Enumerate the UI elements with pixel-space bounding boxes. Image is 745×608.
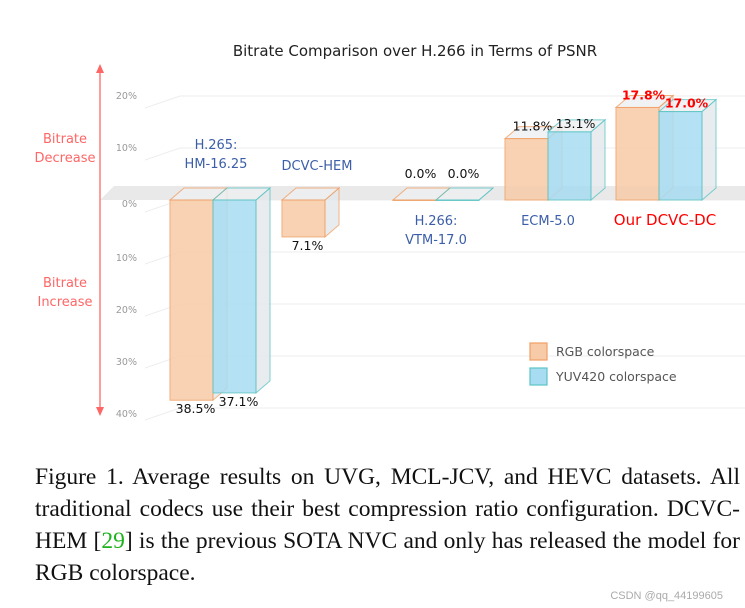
- bar-side: [590, 118, 606, 202]
- y-tick-label: 10%: [116, 253, 137, 264]
- bar: [392, 199, 437, 201]
- axis-label-increase: Increase: [37, 295, 92, 310]
- y-tick-label: 40%: [116, 409, 137, 420]
- citation-link[interactable]: 29: [101, 528, 125, 554]
- y-tick-label: 10%: [116, 143, 137, 154]
- legend-label: YUV420 colorspace: [555, 369, 677, 384]
- bitrate-chart: Bitrate Comparison over H.266 in Terms o…: [35, 42, 745, 421]
- arrow-down-icon: [96, 407, 104, 416]
- bar: [435, 199, 480, 201]
- y-tick-label: 20%: [116, 91, 137, 102]
- legend-swatch: [529, 367, 548, 386]
- bar: [504, 138, 549, 201]
- legend-swatch: [529, 342, 548, 361]
- data-label: 0.0%: [405, 166, 437, 181]
- bar: [615, 106, 660, 201]
- axis-label-decrease: Decrease: [35, 151, 96, 166]
- bar: [658, 111, 703, 201]
- grid-diagonal: [144, 147, 181, 161]
- category-label: Our DCVC-DC: [614, 211, 716, 229]
- data-label: 17.8%: [622, 87, 666, 102]
- category-label: DCVC-HEM: [282, 159, 353, 174]
- data-label: 7.1%: [292, 238, 324, 253]
- axis-label-decrease: Bitrate: [43, 132, 87, 147]
- watermark: CSDN @qq_44199605: [610, 590, 723, 602]
- grid-diagonal: [144, 95, 181, 109]
- data-label: 0.0%: [448, 166, 480, 181]
- legend-label: RGB colorspace: [556, 344, 655, 359]
- bar: [547, 131, 592, 201]
- data-label: 11.8%: [513, 119, 553, 134]
- category-label: H.266:: [415, 214, 458, 229]
- category-label: HM-16.25: [185, 157, 248, 172]
- grid-diagonal: [144, 407, 181, 421]
- bar-side: [255, 186, 271, 395]
- category-label: VTM-17.0: [405, 233, 467, 248]
- bar: [281, 199, 326, 238]
- y-tick-label: 30%: [116, 357, 137, 368]
- data-label: 37.1%: [219, 394, 259, 409]
- data-label: 17.0%: [665, 96, 709, 111]
- arrow-up-icon: [96, 64, 104, 73]
- bar: [212, 199, 257, 394]
- figure-caption: Figure 1. Average results on UVG, MCL-JC…: [35, 464, 740, 586]
- data-label: 38.5%: [176, 401, 216, 416]
- chart-title: Bitrate Comparison over H.266 in Terms o…: [233, 42, 597, 60]
- category-label: ECM-5.0: [521, 214, 575, 229]
- category-label: H.265:: [195, 138, 238, 153]
- y-tick-label: 0%: [122, 199, 137, 210]
- bar-side: [701, 98, 717, 202]
- bar: [169, 199, 214, 401]
- axis-label-increase: Bitrate: [43, 276, 87, 291]
- data-label: 13.1%: [556, 116, 596, 131]
- y-tick-label: 20%: [116, 305, 137, 316]
